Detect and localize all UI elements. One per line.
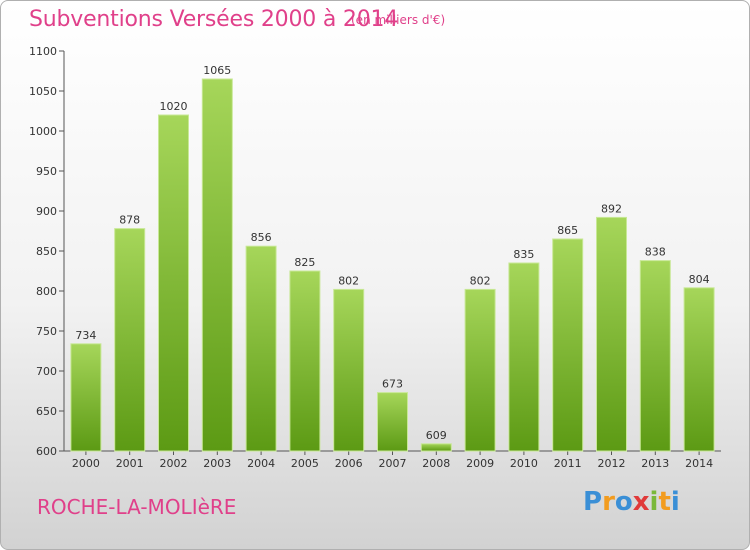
bar — [683, 287, 715, 452]
place-name: ROCHE-LA-MOLIèRE — [37, 495, 237, 519]
bar-value-label: 865 — [557, 224, 578, 237]
logo-letter: o — [614, 487, 633, 517]
bar-value-label: 673 — [382, 378, 403, 391]
logo-letter: x — [632, 487, 650, 517]
bar-value-label: 825 — [294, 256, 315, 269]
bar — [333, 288, 365, 452]
y-tick-label: 850 — [36, 245, 57, 258]
bar — [464, 288, 496, 452]
logo-letter: i — [670, 487, 680, 517]
x-tick-label: 2009 — [466, 457, 494, 470]
y-tick-label: 700 — [36, 365, 57, 378]
logo-letter: r — [602, 487, 615, 517]
logo-letter: i — [649, 487, 659, 517]
y-tick-label: 900 — [36, 205, 57, 218]
x-tick-label: 2007 — [379, 457, 407, 470]
bar — [289, 270, 321, 452]
x-tick-label: 2002 — [160, 457, 188, 470]
x-tick-label: 2014 — [685, 457, 713, 470]
bar — [508, 262, 540, 452]
bar-value-label: 892 — [601, 202, 622, 215]
chart-title: Subventions Versées 2000 à 2014 — [29, 7, 399, 32]
y-tick-label: 1100 — [29, 45, 57, 58]
proxiti-logo: Proxiti — [583, 487, 680, 517]
bar — [420, 443, 452, 452]
bar-value-label: 838 — [645, 246, 666, 259]
bar — [596, 216, 627, 452]
y-tick-label: 1050 — [29, 85, 57, 98]
bar-value-label: 802 — [338, 274, 359, 287]
axes: 600 650 700 750 800 850 900 950 1000 1050 1100 2000… — [29, 45, 721, 470]
bar — [201, 78, 233, 452]
y-tick-label: 750 — [36, 325, 57, 338]
bar-value-label: 1020 — [160, 100, 188, 113]
logo-letter: P — [583, 487, 603, 517]
x-tick-label: 2004 — [247, 457, 275, 470]
x-tick-label: 2006 — [335, 457, 363, 470]
bar-value-label: 835 — [513, 248, 534, 261]
x-tick-label: 2012 — [598, 457, 626, 470]
bar — [114, 228, 146, 452]
x-tick-label: 2008 — [422, 457, 450, 470]
bar-value-label: 856 — [251, 231, 272, 244]
bar — [70, 343, 102, 452]
x-tick-label: 2013 — [641, 457, 669, 470]
y-tick-label: 600 — [36, 445, 57, 458]
bar — [245, 245, 277, 452]
y-tick-label: 650 — [36, 405, 57, 418]
y-tick-label: 1000 — [29, 125, 57, 138]
bar-value-label: 804 — [689, 273, 710, 286]
bar — [377, 392, 408, 452]
y-tick-label: 800 — [36, 285, 57, 298]
x-tick-label: 2001 — [116, 457, 144, 470]
chart-subtitle: (en milliers d'€) — [351, 13, 446, 27]
x-tick-label: 2010 — [510, 457, 538, 470]
x-tick-label: 2003 — [203, 457, 231, 470]
bar — [639, 260, 671, 452]
bars-group: 734 878 1020 1065 856 825 802 673 609 802 835 865 89… — [70, 64, 715, 452]
bar — [158, 114, 189, 452]
bar — [552, 238, 584, 452]
x-tick-label: 2011 — [554, 457, 582, 470]
bar-value-label: 609 — [426, 429, 447, 442]
bar-value-label: 734 — [75, 329, 96, 342]
y-tick-label: 950 — [36, 165, 57, 178]
logo-letter: t — [658, 487, 671, 517]
bar-value-label: 1065 — [203, 64, 231, 77]
x-tick-label: 2000 — [72, 457, 100, 470]
bar-value-label: 802 — [470, 274, 491, 287]
bar-value-label: 878 — [119, 214, 140, 227]
x-tick-label: 2005 — [291, 457, 319, 470]
